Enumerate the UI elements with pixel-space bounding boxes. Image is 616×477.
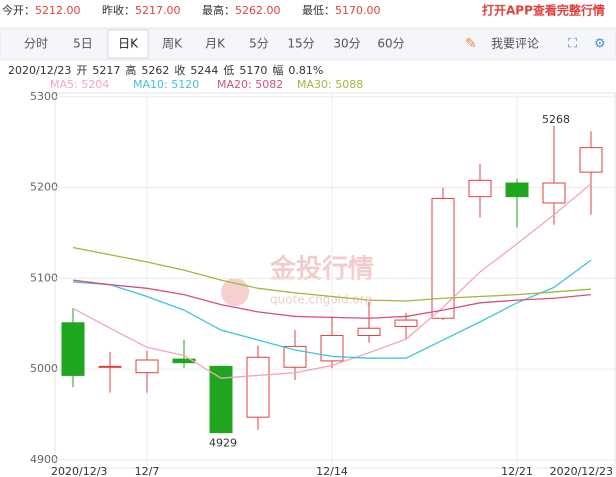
tab[interactable]: 日K <box>118 37 139 51</box>
ma-line <box>72 259 592 359</box>
quote-label: 今开： <box>2 3 35 17</box>
candle-body <box>172 358 196 364</box>
tab[interactable]: 月K <box>205 37 226 51</box>
info-item: 5170 <box>239 64 267 77</box>
info-item: 收 <box>174 63 185 77</box>
extreme-label: 4929 <box>209 437 237 450</box>
legend-entry: MA20: 5082 <box>217 78 283 91</box>
app-link[interactable]: 打开APP查看完整行情 <box>482 3 605 18</box>
plot-frame <box>54 92 616 469</box>
tab[interactable]: 分时 <box>24 37 48 51</box>
legend-entry: MA5: 5204 <box>50 78 109 91</box>
settings-icon[interactable]: ⚙ <box>594 37 606 52</box>
info-item: 5217 <box>92 64 120 77</box>
watermark-title: 金投行情 <box>269 254 374 285</box>
candle-body <box>579 147 603 173</box>
candle-body <box>542 182 566 204</box>
quote-value: 5212.00 <box>35 4 81 17</box>
tab[interactable]: 5分 <box>249 37 269 51</box>
y-tick-label: 5100 <box>30 271 58 284</box>
x-tick-label: 2020/12/3 <box>51 465 107 477</box>
x-tick-label: 12/7 <box>135 465 160 477</box>
watermark-url: quote.cngold.org <box>270 293 372 307</box>
candle-body <box>135 359 159 374</box>
candle-body <box>505 182 529 198</box>
comment-icon[interactable]: ✎ <box>465 36 477 52</box>
watermark: 金投行情 quote.cngold.org <box>221 254 374 307</box>
quote-value: 5262.00 <box>235 4 281 17</box>
x-tick-label: 12/21 <box>501 465 533 477</box>
info-item: 5262 <box>141 64 169 77</box>
tab[interactable]: 60分 <box>377 37 404 51</box>
comment-button[interactable]: 我要评论 <box>491 37 539 51</box>
y-tick-label: 5300 <box>30 90 58 103</box>
candle-body <box>394 319 418 327</box>
info-item: 幅 <box>272 64 283 77</box>
extreme-label: 5268 <box>542 113 570 126</box>
info-item: 2020/12/23 <box>8 64 71 77</box>
ma-line <box>72 279 592 319</box>
info-item: 5244 <box>190 64 218 77</box>
quote-value: 5217.00 <box>135 4 181 17</box>
y-tick-label: 5000 <box>30 362 58 375</box>
legend-entry: MA30: 5088 <box>297 78 363 91</box>
candle-body <box>320 334 344 362</box>
quote-label: 昨收： <box>102 3 135 17</box>
watermark-logo <box>221 278 249 306</box>
info-item: 低 <box>223 64 234 77</box>
candle-body <box>246 356 270 418</box>
candle-body <box>209 365 233 434</box>
tab[interactable]: 30分 <box>333 37 360 51</box>
candle-body <box>61 322 85 376</box>
tab[interactable]: 5日 <box>73 37 93 51</box>
legend-entry: MA10: 5120 <box>133 78 199 91</box>
x-tick-label: 12/14 <box>316 465 348 477</box>
ma-line <box>72 183 592 379</box>
x-tick-label: 2020/12/23 <box>550 465 613 477</box>
info-item: 0.81% <box>288 64 323 77</box>
tab-bar <box>0 27 616 61</box>
candle-body <box>468 179 492 198</box>
candle-body <box>98 365 122 368</box>
quote-value: 5170.00 <box>335 4 381 17</box>
tab[interactable]: 15分 <box>287 37 314 51</box>
candle-body <box>357 327 381 336</box>
info-item: 高 <box>125 63 136 77</box>
ma-line <box>72 246 592 302</box>
fullscreen-icon[interactable]: ⛶ <box>567 37 578 52</box>
quote-label: 最高： <box>202 3 235 17</box>
y-tick-label: 5200 <box>30 181 58 194</box>
tab-selected-box <box>107 29 149 59</box>
candle-body <box>431 197 455 319</box>
tab[interactable]: 周K <box>162 37 183 51</box>
quote-label: 最低： <box>302 4 335 17</box>
info-item: 开 <box>76 64 87 77</box>
y-tick-label: 4900 <box>30 453 58 466</box>
